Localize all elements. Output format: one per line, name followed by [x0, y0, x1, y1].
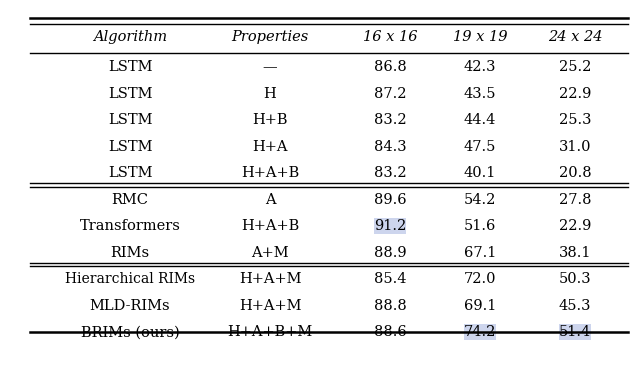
Text: 84.3: 84.3: [374, 140, 406, 154]
FancyBboxPatch shape: [374, 218, 406, 235]
Text: 72.0: 72.0: [464, 272, 496, 287]
Text: 85.4: 85.4: [374, 272, 406, 287]
Text: 47.5: 47.5: [464, 140, 496, 154]
FancyBboxPatch shape: [464, 324, 496, 341]
Text: H+A+B+M: H+A+B+M: [227, 326, 312, 339]
Text: LSTM: LSTM: [108, 140, 152, 154]
Text: 27.8: 27.8: [559, 193, 591, 207]
Text: 51.6: 51.6: [464, 219, 496, 233]
Text: 31.0: 31.0: [559, 140, 591, 154]
Text: H+A+M: H+A+M: [239, 272, 301, 287]
Text: LSTM: LSTM: [108, 113, 152, 127]
Text: 89.6: 89.6: [374, 193, 406, 207]
Text: 83.2: 83.2: [374, 167, 406, 181]
FancyBboxPatch shape: [559, 324, 591, 341]
Text: H+A+M: H+A+M: [239, 299, 301, 313]
Text: —: —: [262, 61, 277, 75]
Text: 87.2: 87.2: [374, 87, 406, 101]
Text: BRIMs (ours): BRIMs (ours): [81, 326, 179, 339]
Text: 22.9: 22.9: [559, 219, 591, 233]
Text: H: H: [264, 87, 276, 101]
Text: RIMs: RIMs: [111, 246, 150, 260]
Text: Algorithm: Algorithm: [93, 30, 167, 44]
Text: 50.3: 50.3: [559, 272, 591, 287]
Text: Transformers: Transformers: [79, 219, 180, 233]
Text: 22.9: 22.9: [559, 87, 591, 101]
Text: 83.2: 83.2: [374, 113, 406, 127]
Text: 54.2: 54.2: [464, 193, 496, 207]
Text: 91.2: 91.2: [374, 219, 406, 233]
Text: LSTM: LSTM: [108, 87, 152, 101]
Text: 45.3: 45.3: [559, 299, 591, 313]
Text: H+A: H+A: [252, 140, 288, 154]
Text: 88.8: 88.8: [374, 299, 406, 313]
Text: LSTM: LSTM: [108, 61, 152, 75]
Text: 43.5: 43.5: [464, 87, 496, 101]
Text: MLD-RIMs: MLD-RIMs: [90, 299, 170, 313]
Text: H+B: H+B: [252, 113, 288, 127]
Text: 74.2: 74.2: [464, 326, 496, 339]
Text: A+M: A+M: [251, 246, 289, 260]
Text: 25.2: 25.2: [559, 61, 591, 75]
Text: H+A+B: H+A+B: [241, 167, 299, 181]
Text: 42.3: 42.3: [464, 61, 496, 75]
Text: A: A: [265, 193, 275, 207]
Text: 88.9: 88.9: [374, 246, 406, 260]
Text: 25.3: 25.3: [559, 113, 591, 127]
Text: 16 x 16: 16 x 16: [363, 30, 417, 44]
Text: 88.6: 88.6: [374, 326, 406, 339]
Text: LSTM: LSTM: [108, 167, 152, 181]
Text: 38.1: 38.1: [559, 246, 591, 260]
Text: 51.4: 51.4: [559, 326, 591, 339]
Text: Hierarchical RIMs: Hierarchical RIMs: [65, 272, 195, 287]
Text: H+A+B: H+A+B: [241, 219, 299, 233]
Text: 40.1: 40.1: [464, 167, 496, 181]
Text: 86.8: 86.8: [374, 61, 406, 75]
Text: 44.4: 44.4: [464, 113, 496, 127]
Text: RMC: RMC: [111, 193, 148, 207]
Text: 24 x 24: 24 x 24: [548, 30, 602, 44]
Text: Properties: Properties: [232, 30, 308, 44]
Text: 69.1: 69.1: [464, 299, 496, 313]
Text: 20.8: 20.8: [559, 167, 591, 181]
Text: 67.1: 67.1: [464, 246, 496, 260]
Text: 19 x 19: 19 x 19: [452, 30, 508, 44]
